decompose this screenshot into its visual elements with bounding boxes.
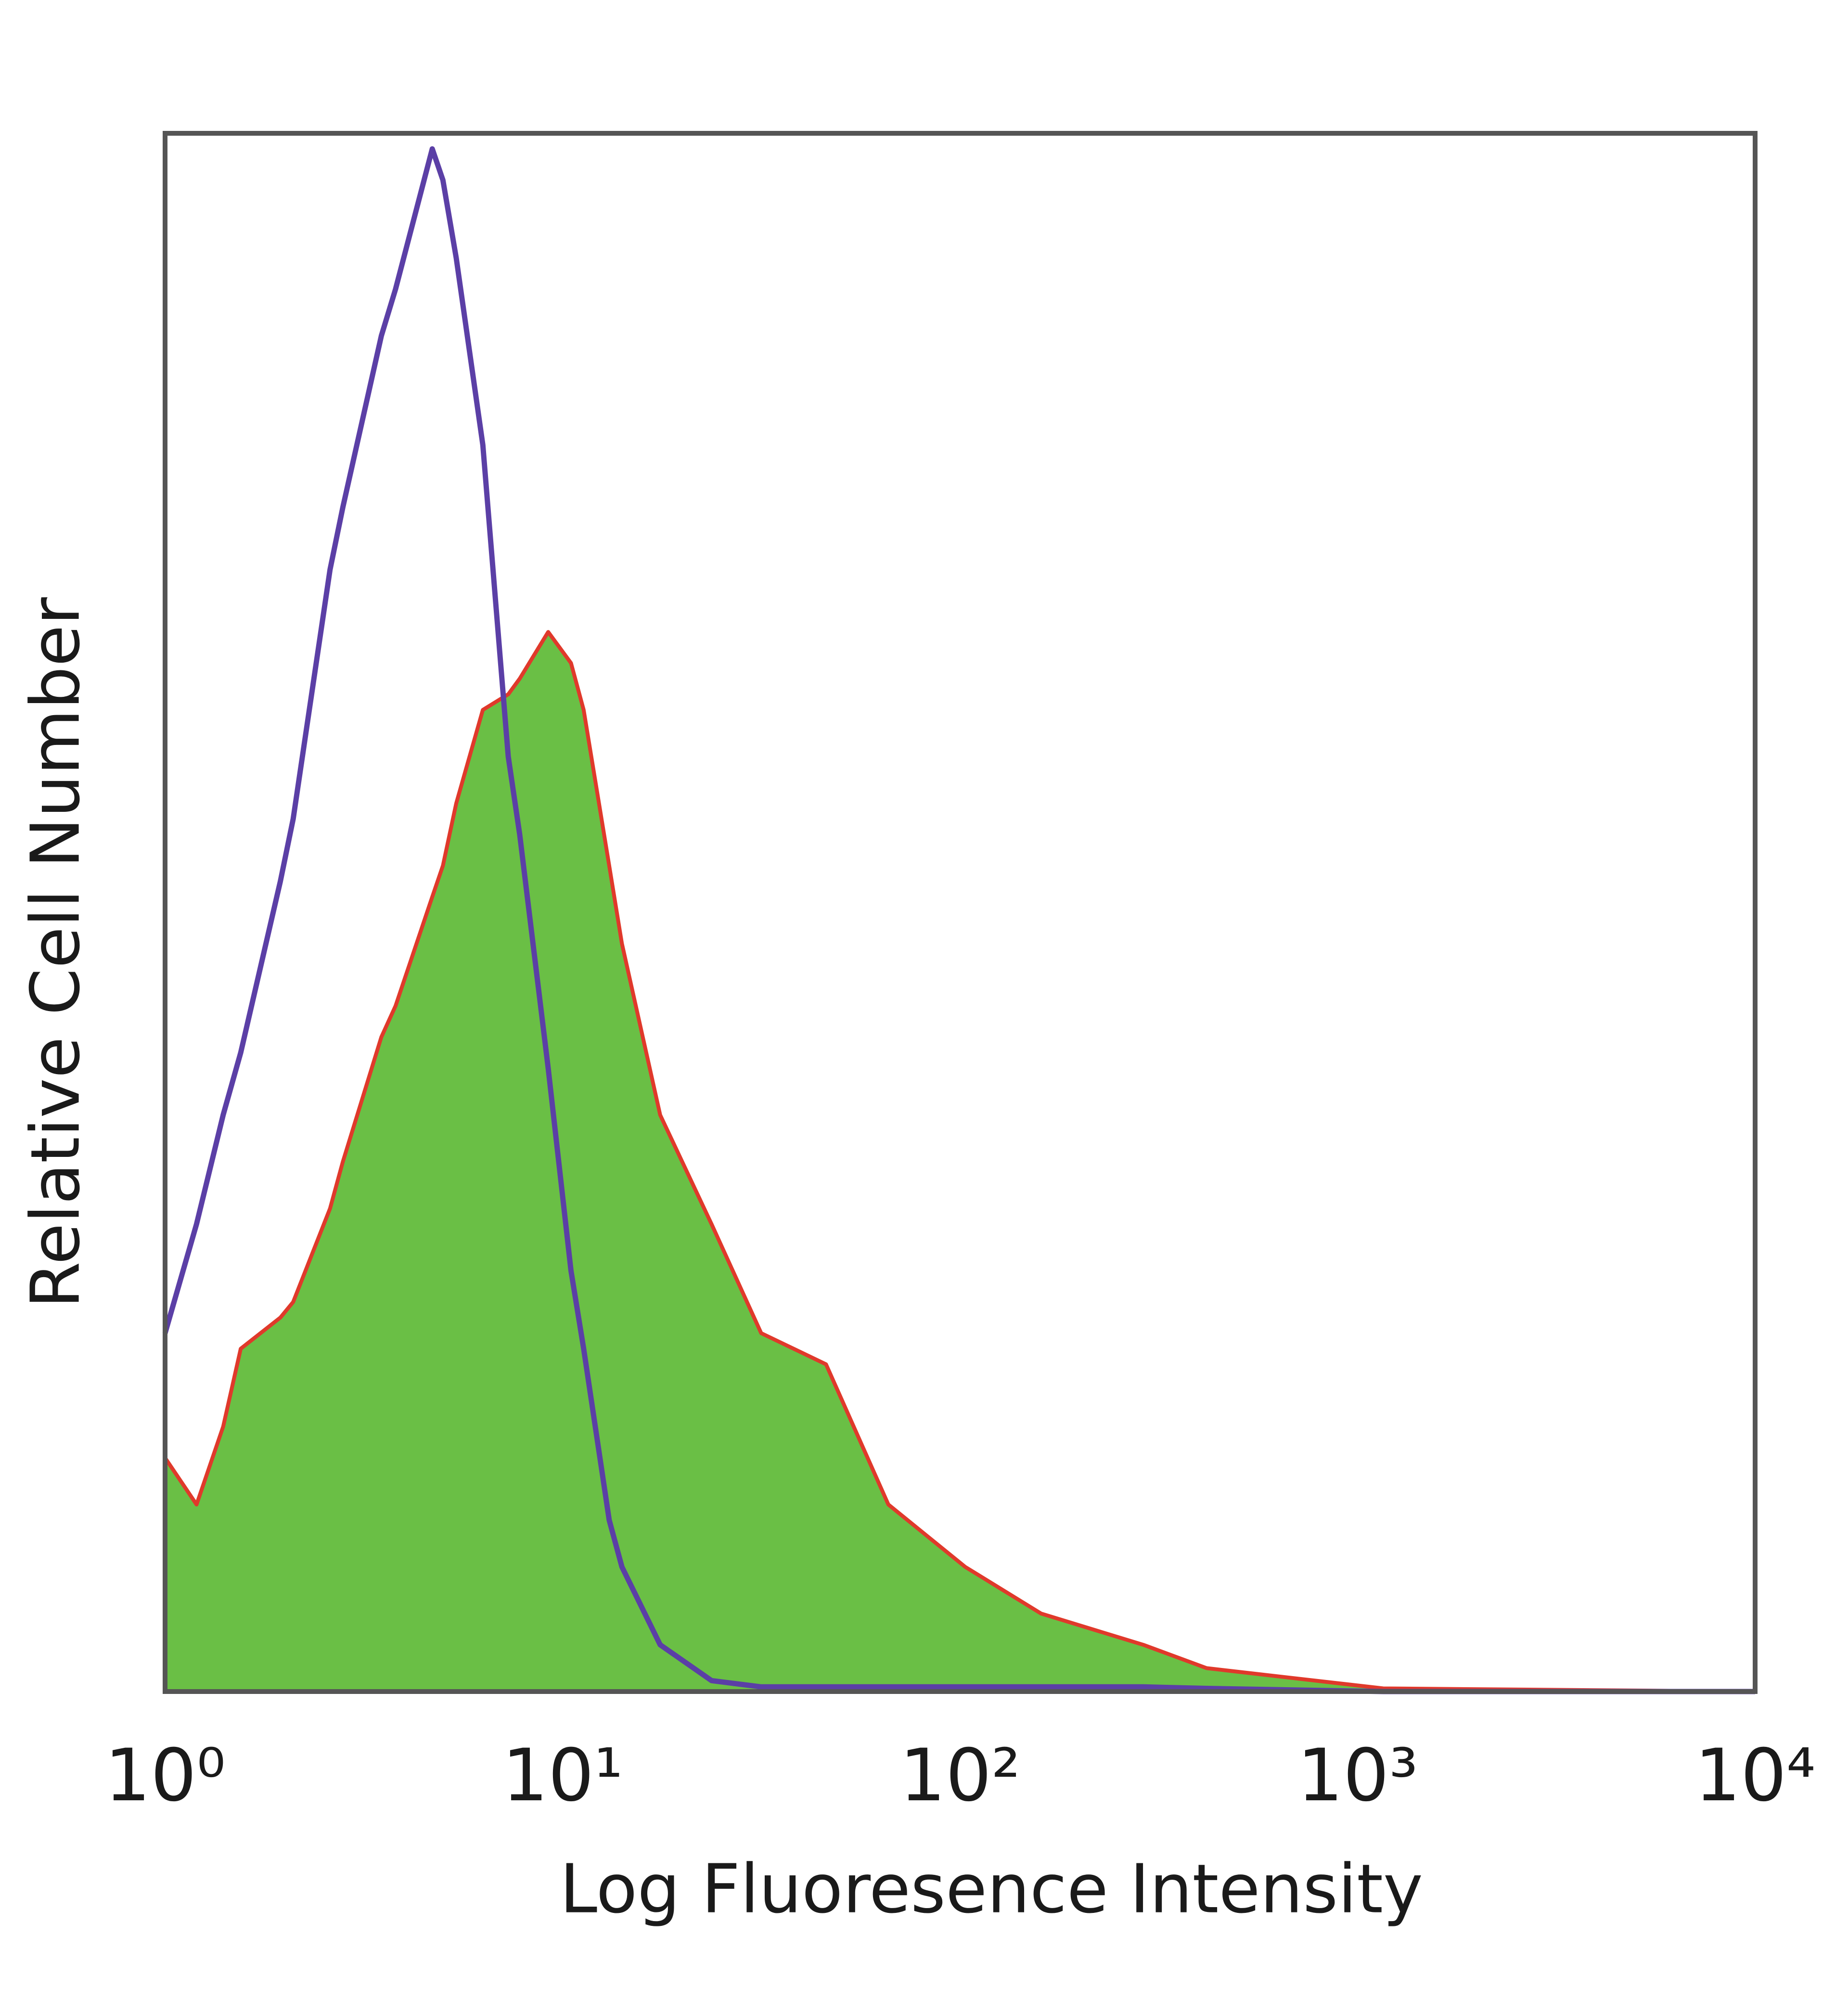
area-fill: [165, 632, 1755, 1692]
x-tick-label: 10²: [899, 1734, 1020, 1818]
x-tick-label: 10⁴: [1694, 1734, 1815, 1818]
plot-frame: [163, 131, 1758, 1694]
histogram-line: [162, 146, 1755, 1694]
x-tick-label: 10³: [1297, 1734, 1418, 1818]
x-tick-label: 10¹: [502, 1734, 623, 1818]
x-tick-label: 10⁰: [104, 1734, 225, 1818]
area-edge: [163, 630, 1756, 1693]
y-axis-title: Relative Cell Number: [17, 597, 95, 1308]
x-axis-title: Log Fluoresence Intensity: [560, 1850, 1423, 1929]
